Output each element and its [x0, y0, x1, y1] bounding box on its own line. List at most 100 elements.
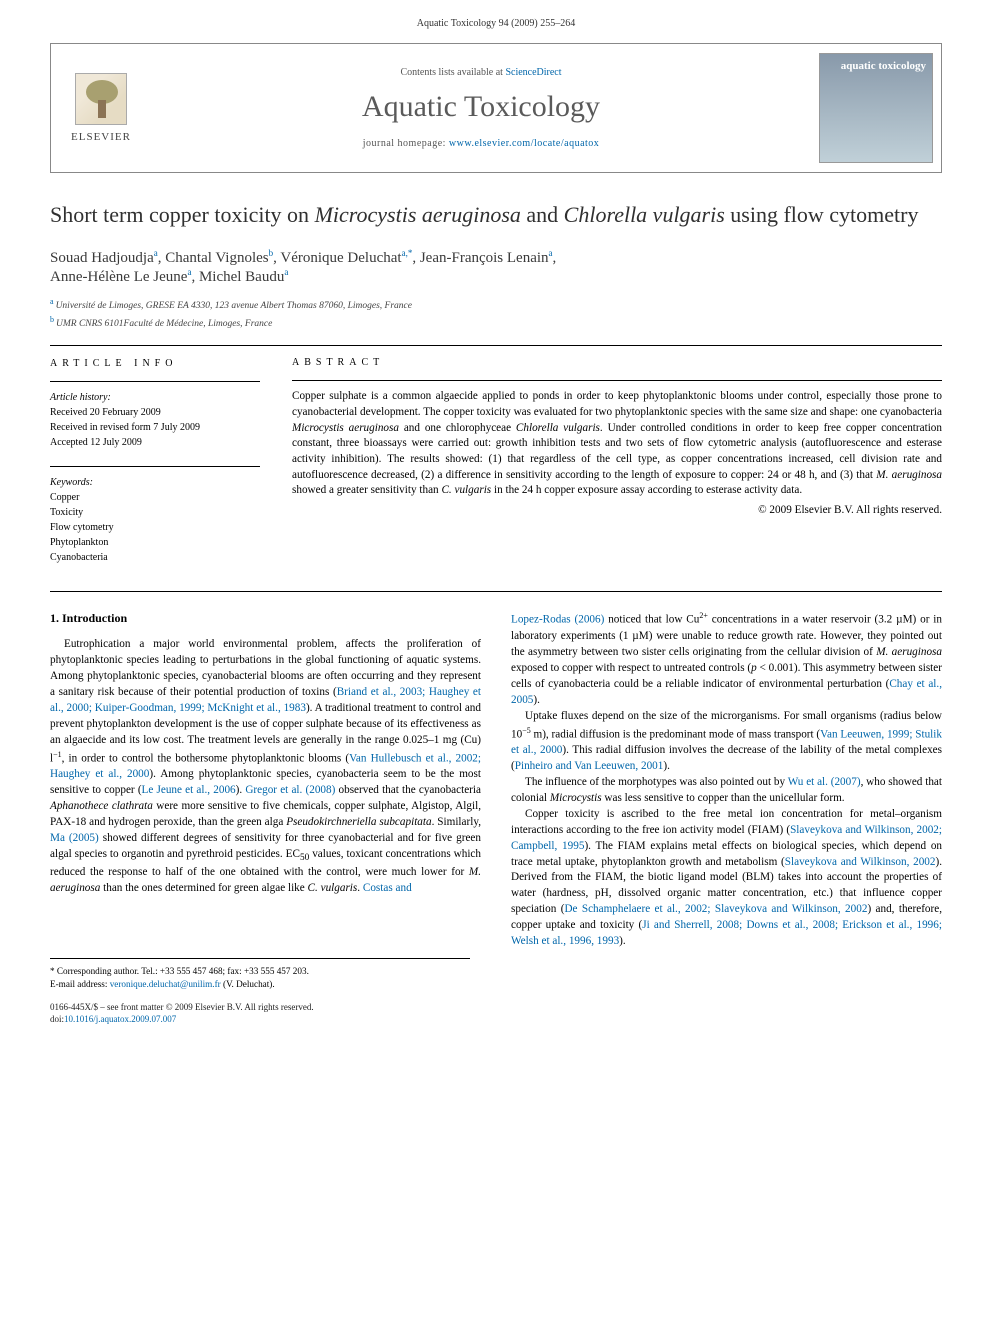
publisher-name: ELSEVIER — [71, 131, 131, 143]
abstract-copyright: © 2009 Elsevier B.V. All rights reserved… — [292, 503, 942, 519]
body-two-column: 1. Introduction Eutrophication a major w… — [50, 610, 942, 950]
author-affil-sup: a — [154, 248, 158, 258]
abstract: ABSTRACT Copper sulphate is a common alg… — [292, 356, 942, 581]
title-text-1: Short term copper toxicity on — [50, 202, 315, 227]
footnote-email-label: E-mail address: — [50, 979, 110, 989]
rule — [292, 380, 942, 381]
author: Souad Hadjoudjaa — [50, 250, 158, 266]
citation-link[interactable]: Gregor et al. (2008) — [245, 784, 335, 796]
abs-text: showed a greater sensitivity than — [292, 484, 441, 496]
keywords: Keywords: Copper Toxicity Flow cytometry… — [50, 475, 260, 565]
keyword: Copper — [50, 490, 260, 505]
keyword: Phytoplankton — [50, 535, 260, 550]
homepage-link[interactable]: www.elsevier.com/locate/aquatox — [449, 138, 599, 149]
body-paragraph: Copper toxicity is ascribed to the free … — [511, 807, 942, 950]
abstract-text: Copper sulphate is a common algaecide ap… — [292, 389, 942, 499]
rule — [50, 466, 260, 467]
author: Jean-François Lenaina — [420, 250, 553, 266]
citation-link[interactable]: Slaveykova and Wilkinson, 2002 — [785, 856, 936, 868]
affil-text: Université de Limoges, GRESE EA 4330, 12… — [56, 301, 412, 311]
journal-masthead: ELSEVIER Contents lists available at Sci… — [50, 43, 942, 173]
body-paragraph: Eutrophication a major world environment… — [50, 637, 481, 897]
author-list: Souad Hadjoudjaa, Chantal Vignolesb, Vér… — [50, 248, 942, 286]
citation-link[interactable]: Costas and — [363, 882, 412, 894]
keyword: Toxicity — [50, 505, 260, 520]
title-species-2: Chlorella vulgaris — [564, 202, 725, 227]
abstract-head: ABSTRACT — [292, 356, 942, 370]
citation-link[interactable]: De Schamphelaere et al., 2002; Slaveykov… — [564, 903, 867, 915]
author: Michel Baudua — [199, 269, 288, 285]
body-text: The influence of the morphotypes was als… — [525, 776, 788, 788]
body-text: than the ones determined for green algae… — [100, 882, 307, 894]
keywords-label: Keywords: — [50, 475, 260, 490]
citation-link[interactable]: Pinheiro and Van Leeuwen, 2001 — [515, 760, 664, 772]
author-name: Souad Hadjoudja — [50, 250, 154, 266]
article-info-head: ARTICLE INFO — [50, 356, 260, 371]
journal-cover-thumbnail: aquatic toxicology — [819, 53, 933, 163]
left-column: 1. Introduction Eutrophication a major w… — [50, 610, 481, 950]
author-name: Anne-Hélène Le Jeune — [50, 269, 187, 285]
species-name: M. aeruginosa — [876, 646, 942, 658]
abs-text: in the 24 h copper exposure assay accord… — [491, 484, 802, 496]
author-affil-sup: b — [269, 248, 274, 258]
body-text: ). — [663, 760, 670, 772]
species-name: Pseudokirchneriella subcapitata — [286, 816, 431, 828]
title-text-2: and — [521, 202, 564, 227]
body-text: . Similarly, — [432, 816, 481, 828]
keyword: Cyanobacteria — [50, 550, 260, 565]
section-heading: 1. Introduction — [50, 610, 481, 627]
author-affil-sup: a — [549, 248, 553, 258]
author-affil-sup: a — [284, 267, 288, 277]
author-affil-sup: a — [187, 267, 191, 277]
info-abstract-row: ARTICLE INFO Article history: Received 2… — [50, 356, 942, 581]
affiliation: bUMR CNRS 6101Faculté de Médecine, Limog… — [50, 314, 942, 332]
body-text: was less sensitive to copper than the un… — [602, 792, 845, 804]
species-name: C. vulgaris — [308, 882, 358, 894]
body-text: observed that the cyanobacteria — [335, 784, 481, 796]
footnote-email[interactable]: veronique.deluchat@unilim.fr — [110, 979, 221, 989]
cover-title: aquatic toxicology — [826, 60, 926, 72]
author: Chantal Vignolesb — [165, 250, 273, 266]
citation-link[interactable]: Ma (2005) — [50, 832, 99, 844]
citation-link[interactable]: Lopez-Rodas (2006) — [511, 614, 604, 626]
sciencedirect-link[interactable]: ScienceDirect — [505, 67, 561, 78]
journal-center: Contents lists available at ScienceDirec… — [151, 55, 811, 161]
homepage-line: journal homepage: www.elsevier.com/locat… — [161, 138, 801, 149]
footnote-line1: Corresponding author. Tel.: +33 555 457 … — [55, 966, 309, 976]
history-line: Received 20 February 2009 — [50, 405, 260, 420]
elsevier-logo: ELSEVIER — [51, 65, 151, 151]
rule — [50, 591, 942, 592]
abs-species: M. aeruginosa — [876, 469, 942, 481]
body-paragraph: Lopez-Rodas (2006) noticed that low Cu2+… — [511, 610, 942, 708]
author: Véronique Deluchata,* — [280, 250, 412, 266]
rule — [50, 381, 260, 382]
abs-text: and one chlorophyceae — [399, 422, 516, 434]
superscript: −5 — [522, 726, 531, 735]
citation-link[interactable]: Wu et al. (2007) — [788, 776, 861, 788]
page-footer: 0166-445X/$ – see front matter © 2009 El… — [50, 1001, 942, 1026]
author-name: Jean-François Lenain — [420, 250, 549, 266]
history-line: Received in revised form 7 July 2009 — [50, 420, 260, 435]
body-paragraph: The influence of the morphotypes was als… — [511, 775, 942, 807]
keyword: Flow cytometry — [50, 520, 260, 535]
superscript: −1 — [53, 750, 62, 759]
citation-link[interactable]: Le Jeune et al., 2006 — [142, 784, 236, 796]
author-name: Michel Baudu — [199, 269, 284, 285]
elsevier-tree-icon — [75, 73, 127, 125]
title-species-1: Microcystis aeruginosa — [315, 202, 521, 227]
abs-species: Microcystis aeruginosa — [292, 422, 399, 434]
title-text-3: using flow cytometry — [725, 202, 919, 227]
rule — [50, 345, 942, 346]
doi-label: doi: — [50, 1014, 64, 1024]
right-column: Lopez-Rodas (2006) noticed that low Cu2+… — [511, 610, 942, 950]
affiliation: aUniversité de Limoges, GRESE EA 4330, 1… — [50, 296, 942, 314]
contents-line: Contents lists available at ScienceDirec… — [161, 67, 801, 78]
footnote-tail: (V. Deluchat). — [221, 979, 275, 989]
body-text: ). — [619, 935, 626, 947]
body-text: ). — [236, 784, 246, 796]
article-info: ARTICLE INFO Article history: Received 2… — [50, 356, 260, 581]
body-paragraph: Uptake fluxes depend on the size of the … — [511, 709, 942, 775]
doi-link[interactable]: 10.1016/j.aquatox.2009.07.007 — [64, 1014, 176, 1024]
abs-species: C. vulgaris — [441, 484, 491, 496]
body-text: , in order to control the bothersome phy… — [62, 753, 349, 765]
